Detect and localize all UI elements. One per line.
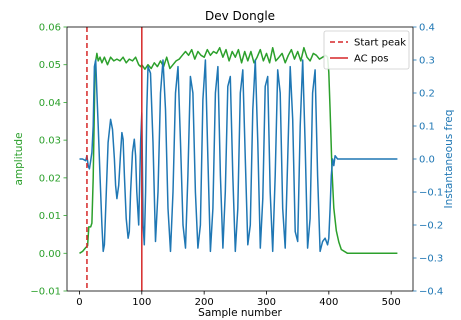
y-left-tick-label: −0.01 — [30, 287, 61, 298]
y-right-tick-label: 0.0 — [419, 155, 435, 166]
series-layer — [79, 27, 398, 291]
y-left-tick-label: 0.01 — [39, 211, 61, 222]
y-right-tick-label: 0.1 — [419, 122, 435, 133]
y-left-tick-label: 0.06 — [39, 23, 61, 34]
y-left-tick-label: 0.02 — [39, 173, 61, 184]
frequency-series-line — [79, 59, 398, 253]
y-right-tick-label: −0.4 — [419, 287, 443, 298]
x-tick-label: 100 — [132, 297, 151, 308]
y-axis-right: −0.4 −0.3 −0.2 −0.1 0.0 0.1 0.2 0.3 0.4 — [413, 23, 443, 298]
y-left-tick-label: 0.03 — [39, 136, 61, 147]
x-axis-label: Sample number — [198, 307, 282, 319]
y-axis-left-label: amplitude — [13, 132, 25, 185]
legend-label-start-peak: Start peak — [354, 38, 406, 49]
legend-box — [323, 30, 410, 70]
y-right-tick-label: −0.1 — [419, 188, 443, 199]
legend: Start peak AC pos — [323, 30, 410, 70]
y-left-tick-label: 0.00 — [39, 249, 61, 260]
x-axis: 0 100 200 300 400 500 — [76, 291, 401, 308]
legend-label-ac-pos: AC pos — [354, 54, 389, 65]
y-left-tick-label: 0.04 — [39, 98, 61, 109]
y-right-tick-label: 0.2 — [419, 89, 435, 100]
x-tick-label: 200 — [195, 297, 214, 308]
y-axis-right-label: Instantaneous freq — [443, 110, 455, 209]
x-tick-label: 300 — [257, 297, 276, 308]
amplitude-series-line — [79, 46, 398, 255]
chart-title: Dev Dongle — [205, 9, 275, 23]
y-right-tick-label: −0.3 — [419, 254, 443, 265]
y-left-tick-label: 0.05 — [39, 60, 61, 71]
y-axis-left: −0.01 0.00 0.01 0.02 0.03 0.04 0.05 0.06 — [30, 23, 67, 298]
x-tick-label: 0 — [76, 297, 82, 308]
y-right-tick-label: −0.2 — [419, 221, 443, 232]
y-right-tick-label: 0.3 — [419, 56, 435, 67]
x-tick-label: 500 — [382, 297, 401, 308]
y-right-tick-label: 0.4 — [419, 23, 435, 34]
x-tick-label: 400 — [319, 297, 338, 308]
